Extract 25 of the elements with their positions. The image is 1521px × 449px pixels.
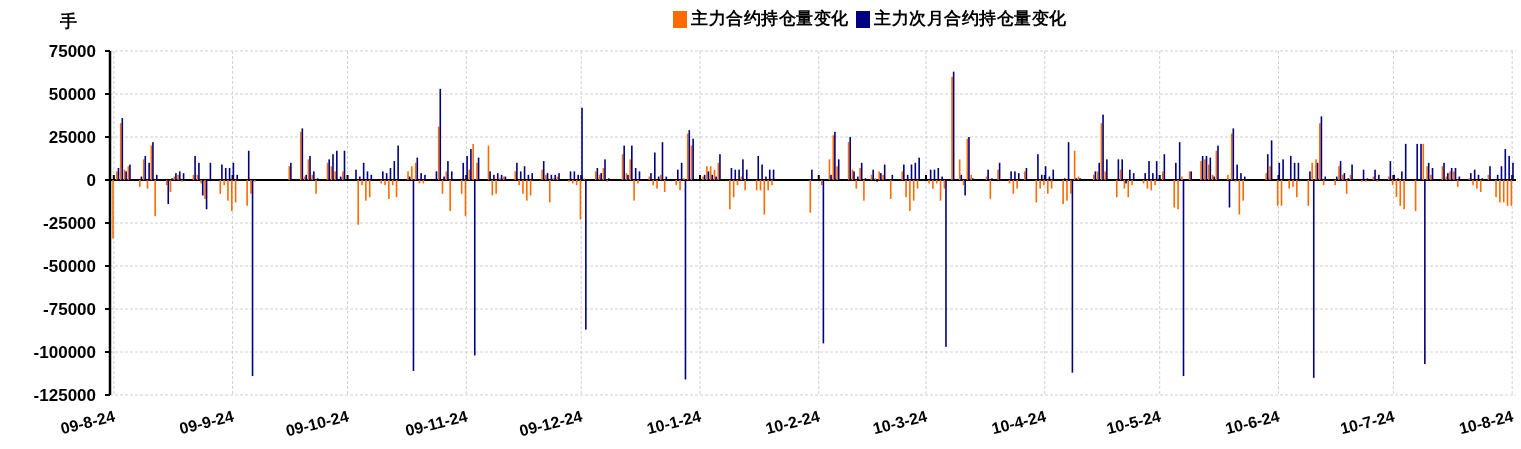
y-tick-label: 25000	[48, 128, 96, 147]
y-tick-label: -25000	[43, 214, 96, 233]
y-tick-label: -75000	[43, 300, 96, 319]
x-tick-label: 10-3-24	[871, 407, 929, 438]
y-tick-label: 50000	[48, 85, 96, 104]
y-tick-label: 75000	[48, 42, 96, 61]
x-tick-label: 09-8-24	[58, 407, 117, 438]
y-tick-label: -100000	[33, 343, 96, 362]
x-tick-label: 10-1-24	[645, 407, 703, 438]
legend-label: 主力次月合约持仓量变化	[873, 9, 1067, 28]
x-tick-label: 09-10-24	[283, 407, 351, 440]
x-tick-label: 10-6-24	[1223, 407, 1282, 438]
x-tick-label: 10-8-24	[1457, 407, 1515, 438]
x-tick-label: 09-9-24	[177, 407, 236, 438]
y-axis-title: 手	[58, 12, 77, 31]
y-tick-label: -125000	[33, 386, 96, 405]
x-tick-label: 09-11-24	[403, 407, 470, 440]
x-tick-label: 10-5-24	[1104, 407, 1163, 438]
y-tick-label: -50000	[43, 257, 96, 276]
x-tick-label: 09-12-24	[517, 407, 585, 440]
y-tick-label: 0	[86, 171, 96, 190]
x-tick-label: 10-4-24	[989, 407, 1048, 438]
legend-label: 主力合约持仓量变化	[690, 9, 849, 28]
x-tick-label: 10-2-24	[763, 407, 822, 438]
x-tick-label: 10-7-24	[1338, 407, 1397, 438]
